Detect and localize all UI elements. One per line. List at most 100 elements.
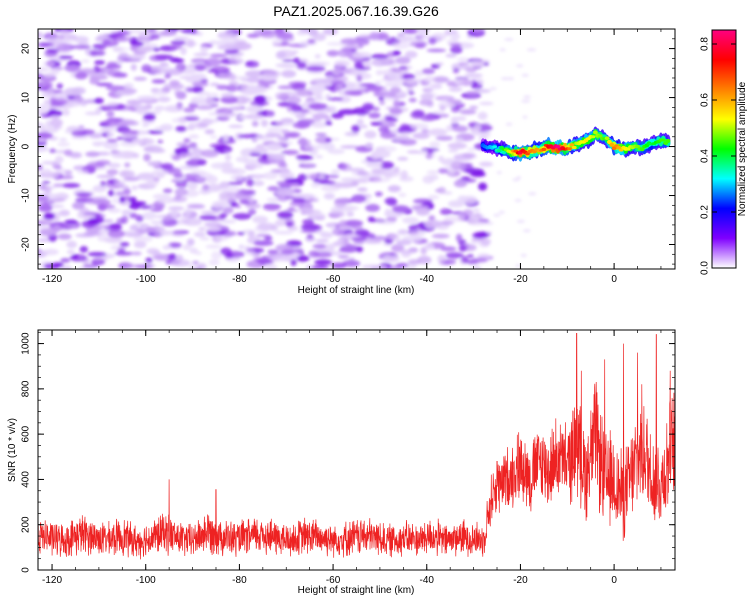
noise-blob bbox=[71, 135, 89, 140]
noise-blob bbox=[310, 265, 330, 269]
noise-blob bbox=[170, 259, 191, 267]
noise-blob bbox=[395, 263, 409, 268]
noise-blob bbox=[247, 231, 255, 238]
noise-blob bbox=[101, 219, 114, 223]
noise-blob bbox=[78, 125, 85, 129]
noise-blob bbox=[381, 170, 401, 178]
noise-blob bbox=[444, 29, 452, 36]
noise-blob bbox=[39, 183, 47, 191]
noise-blob bbox=[351, 237, 367, 242]
noise-blob bbox=[171, 230, 186, 237]
noise-blob bbox=[392, 50, 401, 56]
noise-blob bbox=[362, 102, 375, 111]
noise-blob bbox=[182, 244, 192, 251]
noise-blob bbox=[245, 86, 263, 94]
noise-blob bbox=[338, 219, 347, 228]
noise-blob bbox=[424, 75, 436, 83]
noise-blob bbox=[46, 37, 63, 41]
noise-blob bbox=[286, 221, 294, 227]
noise-blob bbox=[204, 129, 215, 135]
noise-blob bbox=[439, 220, 454, 226]
noise-blob bbox=[246, 33, 260, 38]
noise-blob bbox=[226, 181, 243, 186]
noise-blob bbox=[425, 85, 437, 91]
noise-blob bbox=[97, 204, 116, 210]
noise-blob bbox=[63, 87, 81, 96]
signal-blob bbox=[492, 145, 498, 149]
noise-blob bbox=[395, 56, 411, 65]
noise-blob bbox=[340, 177, 359, 182]
noise-blob bbox=[268, 255, 287, 262]
noise-blob bbox=[174, 90, 182, 96]
noise-blob bbox=[245, 163, 264, 169]
noise-blob bbox=[85, 151, 100, 157]
noise-blob bbox=[102, 38, 111, 47]
noise-blob bbox=[515, 264, 520, 268]
snr-y-tick-label: 800 bbox=[21, 380, 32, 397]
noise-blob bbox=[516, 64, 524, 68]
noise-blob bbox=[245, 76, 260, 83]
noise-blob bbox=[129, 224, 139, 231]
noise-blob bbox=[143, 139, 156, 144]
colorbar-tick-label: 0.0 bbox=[700, 261, 711, 275]
noise-blob bbox=[300, 207, 314, 215]
noise-blob bbox=[161, 64, 170, 71]
noise-blob bbox=[426, 170, 440, 175]
noise-blob bbox=[276, 181, 293, 186]
noise-blob bbox=[72, 201, 85, 210]
noise-blob bbox=[186, 87, 205, 93]
noise-blob bbox=[393, 99, 400, 108]
noise-blob bbox=[147, 180, 154, 186]
noise-blob bbox=[119, 185, 130, 190]
noise-blob bbox=[76, 214, 96, 219]
noise-blob bbox=[141, 64, 152, 73]
noise-blob bbox=[354, 61, 364, 70]
noise-blob bbox=[145, 226, 156, 233]
noise-blob bbox=[106, 169, 119, 176]
noise-blob bbox=[58, 29, 70, 35]
noise-blob bbox=[205, 244, 222, 249]
noise-blob bbox=[183, 107, 196, 113]
noise-blob bbox=[194, 251, 202, 255]
noise-blob bbox=[470, 29, 486, 34]
noise-blob bbox=[262, 203, 281, 211]
noise-blob bbox=[253, 180, 265, 186]
noise-blob bbox=[206, 226, 222, 232]
noise-blob bbox=[142, 38, 150, 45]
noise-blob bbox=[189, 142, 198, 148]
noise-blob bbox=[279, 63, 298, 69]
noise-blob bbox=[143, 113, 156, 121]
noise-blob bbox=[220, 219, 237, 224]
noise-blob bbox=[246, 61, 254, 66]
noise-blob bbox=[216, 84, 230, 90]
noise-blob bbox=[69, 254, 87, 262]
noise-blob bbox=[462, 65, 475, 70]
noise-blob bbox=[439, 208, 453, 216]
noise-blob bbox=[516, 176, 522, 180]
noise-blob bbox=[301, 223, 320, 231]
noise-blob bbox=[133, 235, 153, 243]
noise-blob bbox=[330, 80, 344, 85]
noise-blob bbox=[392, 77, 405, 83]
noise-blob bbox=[247, 208, 257, 216]
noise-blob bbox=[453, 116, 467, 122]
noise-blob bbox=[173, 36, 189, 41]
noise-blob bbox=[206, 99, 215, 106]
noise-blob bbox=[392, 205, 410, 214]
noise-blob bbox=[465, 90, 479, 97]
noise-blob bbox=[397, 126, 413, 134]
noise-blob bbox=[498, 210, 505, 214]
noise-blob bbox=[330, 211, 344, 216]
noise-blob bbox=[160, 230, 173, 236]
noise-blob bbox=[56, 83, 63, 89]
noise-blob bbox=[404, 36, 416, 41]
noise-blob bbox=[168, 242, 182, 248]
noise-blob bbox=[57, 233, 72, 240]
noise-blob bbox=[65, 64, 81, 73]
noise-blob bbox=[462, 152, 476, 158]
noise-blob bbox=[399, 249, 417, 254]
noise-blob bbox=[290, 259, 297, 267]
noise-blob bbox=[174, 188, 188, 196]
noise-blob bbox=[187, 182, 198, 190]
noise-blob bbox=[57, 142, 71, 147]
